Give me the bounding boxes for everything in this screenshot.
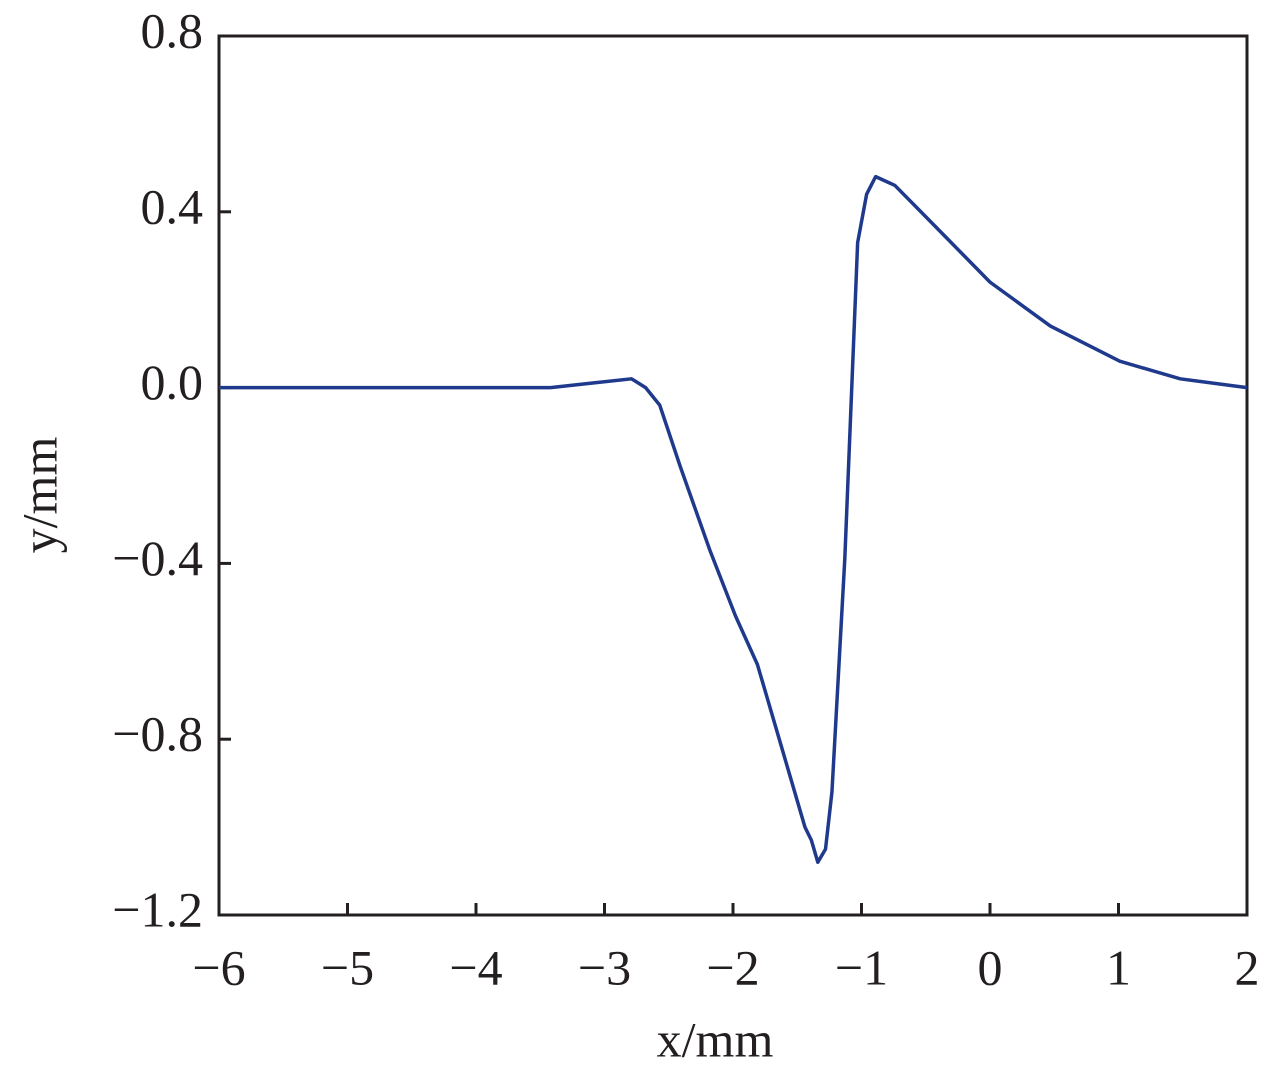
x-tick-label: 2 [1235, 939, 1260, 995]
data-line [219, 174, 1248, 865]
x-tick-label: −4 [449, 939, 502, 995]
y-tick-label: 0.4 [141, 178, 204, 234]
y-tick-label: −0.4 [112, 530, 203, 586]
x-tick-label: −1 [835, 939, 888, 995]
plot-frame [217, 34, 1249, 917]
y-tick-label: −0.8 [112, 706, 203, 762]
y-tick-label: −1.2 [112, 881, 203, 937]
x-tick-label: −3 [578, 939, 631, 995]
x-tick-label: −5 [321, 939, 374, 995]
x-tick-label: −2 [706, 939, 759, 995]
x-tick-label: −6 [192, 939, 245, 995]
x-axis-label: x/mm [657, 1011, 774, 1067]
y-tick-label: 0.8 [141, 2, 204, 58]
x-tick-label: 0 [978, 939, 1003, 995]
y-tick-label: 0.0 [141, 354, 204, 410]
x-tick-label: 1 [1106, 939, 1131, 995]
y-axis-label: y/mm [11, 437, 67, 554]
